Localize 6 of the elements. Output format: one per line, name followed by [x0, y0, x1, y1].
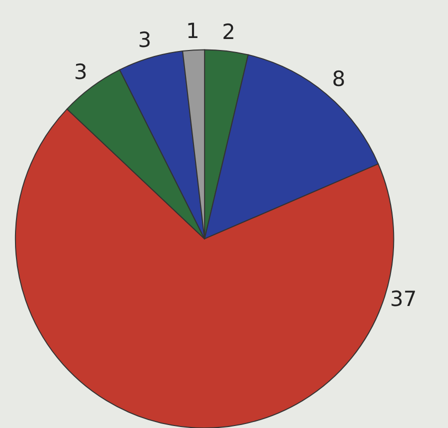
data-label: 8 — [332, 67, 346, 91]
data-label: 3 — [138, 28, 152, 52]
data-label: 2 — [222, 20, 236, 44]
data-label: 3 — [74, 60, 88, 84]
data-label: 1 — [186, 19, 200, 43]
data-label: 37 — [390, 287, 417, 311]
